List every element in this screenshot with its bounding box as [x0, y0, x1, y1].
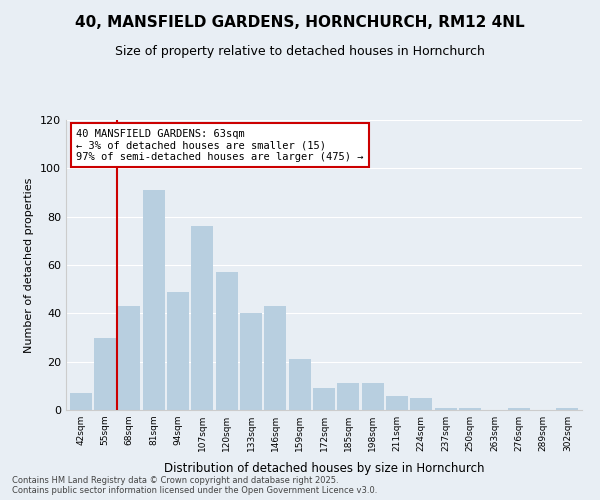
Bar: [313, 388, 335, 410]
Bar: [167, 292, 189, 410]
Bar: [556, 408, 578, 410]
Bar: [215, 272, 238, 410]
Bar: [386, 396, 408, 410]
Bar: [94, 338, 116, 410]
Y-axis label: Number of detached properties: Number of detached properties: [25, 178, 34, 352]
Text: Size of property relative to detached houses in Hornchurch: Size of property relative to detached ho…: [115, 45, 485, 58]
Text: Contains HM Land Registry data © Crown copyright and database right 2025.
Contai: Contains HM Land Registry data © Crown c…: [12, 476, 377, 495]
Bar: [362, 384, 383, 410]
Bar: [459, 408, 481, 410]
Bar: [143, 190, 164, 410]
Bar: [240, 314, 262, 410]
Bar: [265, 306, 286, 410]
Bar: [435, 408, 457, 410]
Text: 40 MANSFIELD GARDENS: 63sqm
← 3% of detached houses are smaller (15)
97% of semi: 40 MANSFIELD GARDENS: 63sqm ← 3% of deta…: [76, 128, 364, 162]
Bar: [118, 306, 140, 410]
Bar: [410, 398, 433, 410]
Bar: [70, 393, 92, 410]
X-axis label: Distribution of detached houses by size in Hornchurch: Distribution of detached houses by size …: [164, 462, 484, 475]
Bar: [191, 226, 213, 410]
Bar: [508, 408, 530, 410]
Bar: [289, 359, 311, 410]
Bar: [337, 384, 359, 410]
Text: 40, MANSFIELD GARDENS, HORNCHURCH, RM12 4NL: 40, MANSFIELD GARDENS, HORNCHURCH, RM12 …: [75, 15, 525, 30]
